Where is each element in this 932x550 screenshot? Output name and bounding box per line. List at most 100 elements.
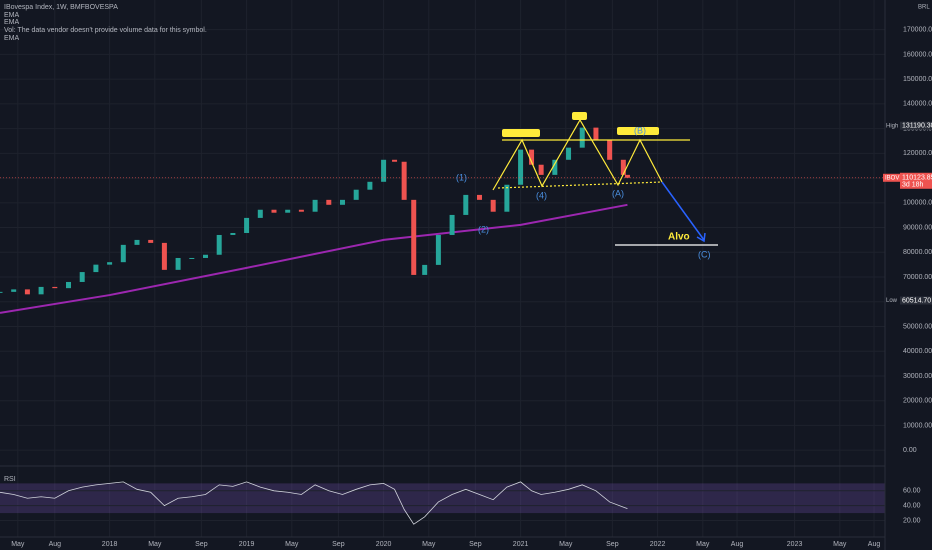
low-value: 60514.70 [902, 297, 931, 304]
candle [392, 159, 398, 162]
candle [230, 232, 236, 235]
x-tick-label: May [696, 541, 710, 548]
rsi-tick-label: 40.00 [903, 503, 921, 510]
candle [134, 239, 140, 245]
x-tick-label: 2018 [102, 541, 118, 548]
legend-line: EMA [4, 35, 20, 42]
legend-line: EMA [4, 19, 20, 26]
x-tick-label: 2019 [239, 541, 255, 548]
y-tick-label: 10000.00 [903, 422, 932, 429]
arrow [661, 181, 705, 241]
candle [326, 199, 332, 205]
y-tick-label: 150000.00 [903, 76, 932, 83]
candle [566, 147, 572, 160]
candle [285, 209, 291, 213]
chart-title: IBovespa Index, 1W, BMFBOVESPA [4, 4, 118, 11]
candle [120, 244, 126, 263]
candle [216, 234, 222, 255]
y-tick-label: 50000.00 [903, 323, 932, 330]
candle [449, 214, 455, 235]
candle [624, 174, 630, 178]
rsi-line [0, 481, 628, 525]
high-box [900, 121, 932, 130]
y-tick-label: 140000.00 [903, 101, 932, 108]
wave-label: (4) [536, 190, 547, 200]
candle [38, 286, 44, 295]
candle [0, 291, 3, 293]
countdown: 3d 18h [902, 182, 924, 189]
y-tick-label: 30000.00 [903, 373, 932, 380]
y-tick-label: 80000.00 [903, 249, 932, 256]
x-tick-label: May [11, 541, 25, 548]
x-tick-label: Sep [195, 541, 208, 548]
candle [107, 262, 113, 265]
candle [476, 194, 482, 200]
candle [11, 289, 17, 292]
rsi-band [0, 483, 885, 514]
symbol-box [883, 173, 900, 182]
last-price-box [900, 172, 932, 189]
y-tick-label: 120000.00 [903, 150, 932, 157]
y-tick-label: 0.00 [903, 447, 917, 454]
wave-label: (1) [456, 172, 467, 182]
candle [411, 199, 417, 275]
candle [244, 217, 250, 233]
candle [422, 264, 428, 275]
candle [367, 181, 373, 190]
target-label: Alvo [668, 232, 690, 243]
label-boxes [502, 112, 659, 137]
candle [93, 264, 99, 273]
candle [607, 139, 613, 160]
x-tick-label: Aug [49, 541, 62, 548]
candle [593, 127, 599, 140]
plot [0, 0, 885, 537]
candle [175, 257, 181, 270]
x-tick-label: 2023 [787, 541, 803, 548]
candle [490, 199, 496, 212]
y-tick-label: 160000.00 [903, 51, 932, 58]
candle [79, 272, 85, 282]
ema-line [0, 203, 628, 314]
candle [271, 209, 277, 213]
x-tick-label: May [559, 541, 573, 548]
candle [148, 239, 154, 243]
x-tick-label: Aug [868, 541, 881, 548]
x-tick-label: 2021 [513, 541, 529, 548]
candle [620, 159, 626, 175]
y-tick-label: 40000.00 [903, 348, 932, 355]
candle [518, 149, 524, 185]
y-tick-label: 20000.00 [903, 398, 932, 405]
y-tick-label: 170000.00 [903, 27, 932, 34]
wave-label: (2) [478, 224, 489, 234]
candle [24, 289, 30, 295]
candle [339, 199, 345, 205]
candle [529, 149, 535, 165]
arrow-head [696, 232, 706, 243]
candle [435, 234, 441, 265]
wave-label: (A) [612, 188, 624, 198]
high-label: High [886, 123, 898, 129]
y-tick-label: 90000.00 [903, 224, 932, 231]
candle [381, 159, 387, 182]
candle [579, 127, 585, 148]
wave-label: (C) [698, 249, 711, 259]
candle [463, 194, 469, 215]
x-tick-label: May [285, 541, 299, 548]
last-price: 110123.85 [902, 175, 932, 182]
wave-label: (B) [634, 125, 646, 135]
candle [161, 242, 167, 270]
candle [189, 257, 195, 259]
symbol: IBOV [885, 175, 899, 181]
x-tick-label: May [422, 541, 436, 548]
x-tick-label: May [833, 541, 847, 548]
candle [298, 209, 304, 212]
legend-line: Vol: The data vendor doesn't provide vol… [4, 27, 207, 34]
candle [504, 184, 510, 212]
x-tick-label: Sep [469, 541, 482, 548]
low-label: Low [886, 298, 898, 304]
candle [538, 164, 544, 175]
candle [65, 281, 71, 289]
candle [52, 286, 58, 289]
candle [401, 161, 407, 200]
